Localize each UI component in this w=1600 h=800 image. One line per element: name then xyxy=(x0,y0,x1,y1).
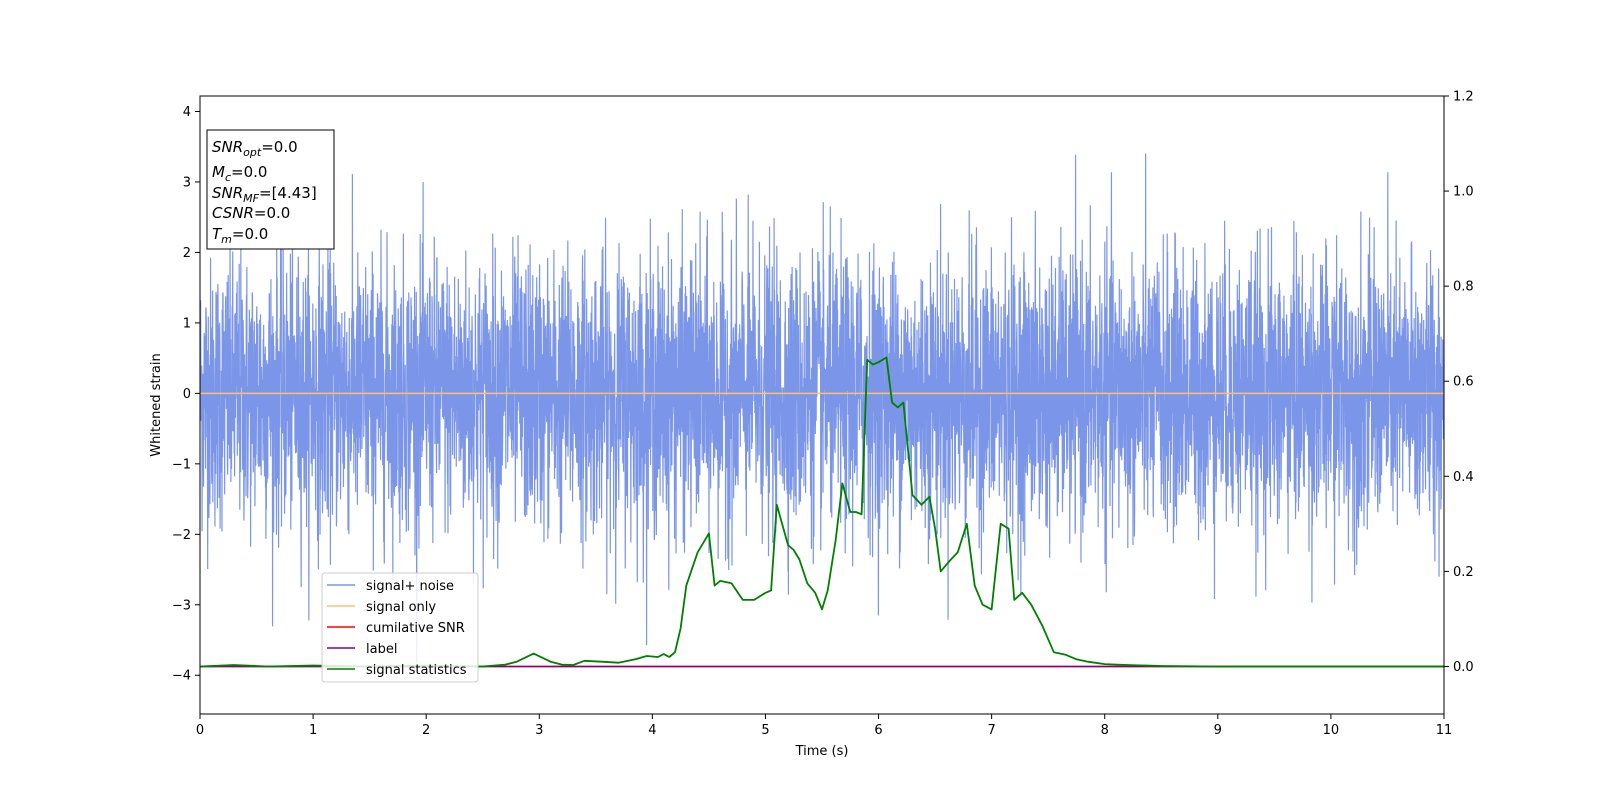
x-tick-label: 7 xyxy=(987,723,995,738)
legend-label-signal-noise: signal+ noise xyxy=(366,579,454,594)
annotation-line-snr-opt: SNRopt=0.0 xyxy=(212,138,298,159)
x-tick-label: 11 xyxy=(1436,723,1453,738)
legend-item-signal-statistics: signal statistics xyxy=(327,663,467,678)
x-tick-label: 3 xyxy=(535,723,543,738)
x-axis: 0 1 2 3 4 5 6 7 8 9 10 11 xyxy=(196,714,1452,738)
annotation-box: SNRopt=0.0 Mc=0.0 SNRMF=[4.43] CSNR=0.0 … xyxy=(206,129,335,250)
y-tick-label: −4 xyxy=(172,669,191,684)
annotation-line-snr-mf: SNRMF=[4.43] xyxy=(212,184,317,205)
legend-item-cumilative-snr: cumilative SNR xyxy=(327,621,465,636)
y-tick-label: 4 xyxy=(183,105,191,120)
annotation-line-mc: Mc=0.0 xyxy=(212,163,267,184)
y2-tick-label: 1.2 xyxy=(1453,90,1474,105)
annotation-line-tm: Tm=0.0 xyxy=(212,225,268,246)
x-tick-label: 0 xyxy=(196,723,204,738)
annotation-line-csnr: CSNR=0.0 xyxy=(212,204,290,222)
legend-frame xyxy=(321,572,479,683)
y-tick-label: 3 xyxy=(183,175,191,190)
x-tick-label: 5 xyxy=(761,723,769,738)
y2-tick-label: 0.0 xyxy=(1453,660,1474,675)
y-tick-label: 2 xyxy=(183,246,191,261)
plot-frame xyxy=(199,95,1445,715)
x-tick-label: 6 xyxy=(874,723,882,738)
y-axis-left: −4 −3 −2 −1 0 1 2 3 4 xyxy=(172,105,200,684)
x-tick-label: 4 xyxy=(648,723,656,738)
series-signal-noise-line xyxy=(200,153,1444,663)
legend-label-signal-only: signal only xyxy=(366,600,436,615)
y-tick-label: −2 xyxy=(172,528,191,543)
x-axis-title: Time (s) xyxy=(795,744,849,759)
legend-item-signal-noise: signal+ noise xyxy=(327,579,454,594)
y2-tick-label: 0.4 xyxy=(1453,470,1474,485)
legend-item-label: label xyxy=(327,642,397,657)
y2-tick-label: 0.2 xyxy=(1453,565,1474,580)
y2-tick-label: 0.6 xyxy=(1453,375,1474,390)
y-tick-label: 1 xyxy=(183,316,191,331)
series-signal-statistics-line xyxy=(200,356,1444,668)
y-tick-label: −1 xyxy=(172,457,191,472)
legend-label-signal-statistics: signal statistics xyxy=(366,663,467,678)
y2-tick-label: 1.0 xyxy=(1453,185,1474,200)
x-tick-label: 1 xyxy=(309,723,317,738)
x-tick-label: 10 xyxy=(1323,723,1340,738)
legend-item-signal-only: signal only xyxy=(327,600,436,615)
legend-label-cumilative-snr: cumilative SNR xyxy=(366,621,465,636)
x-tick-label: 8 xyxy=(1101,723,1109,738)
legend: signal+ noise signal only cumilative SNR… xyxy=(321,572,479,683)
noise-series xyxy=(200,153,1444,663)
y-tick-label: 0 xyxy=(183,387,191,402)
x-tick-label: 2 xyxy=(422,723,430,738)
legend-label-label: label xyxy=(366,642,397,657)
annotation-frame xyxy=(206,129,335,250)
x-tick-label: 9 xyxy=(1214,723,1222,738)
y2-tick-label: 0.8 xyxy=(1453,280,1474,295)
y-axis-right: 0.0 0.2 0.4 0.6 0.8 1.0 1.2 xyxy=(1444,90,1474,675)
y-tick-label: −3 xyxy=(172,598,191,613)
y-axis-title: Whitened strain xyxy=(149,353,164,456)
